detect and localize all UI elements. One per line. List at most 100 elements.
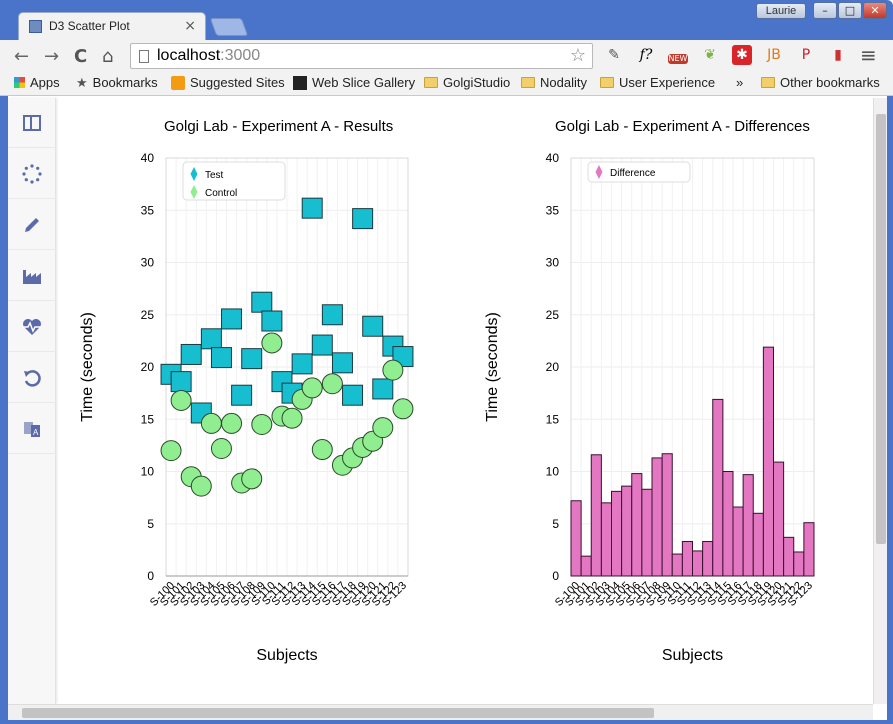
data-point-control bbox=[170, 389, 192, 411]
folder-icon bbox=[424, 77, 438, 88]
data-point-control bbox=[281, 407, 303, 429]
title-bar: D3 Scatter Plot × Laurie – □ ✕ bbox=[0, 0, 893, 40]
reload-button[interactable]: C bbox=[74, 46, 88, 67]
bar-s-108 bbox=[651, 457, 663, 577]
heartbeat-icon bbox=[23, 318, 41, 335]
legend-label-test: Test bbox=[205, 170, 224, 181]
menu-button[interactable]: ≡ bbox=[860, 43, 877, 67]
font-icon[interactable]: f? bbox=[639, 47, 653, 63]
data-point-control bbox=[382, 359, 404, 381]
legend-marker-control bbox=[190, 185, 198, 199]
data-point-control bbox=[190, 475, 212, 497]
bar-s-111 bbox=[681, 541, 693, 577]
vertical-scrollbar-thumb[interactable] bbox=[876, 114, 886, 544]
home-button[interactable]: ⌂ bbox=[102, 46, 114, 67]
data-point-test bbox=[321, 304, 343, 326]
bar-s-123 bbox=[803, 522, 815, 577]
horizontal-scrollbar-thumb[interactable] bbox=[22, 708, 654, 718]
chart-title-results: Golgi Lab - Experiment A - Results bbox=[164, 118, 394, 135]
window-frame-bottom bbox=[0, 720, 893, 724]
x-axis-title: Subjects bbox=[256, 647, 317, 664]
leaf-icon[interactable]: ❦ bbox=[704, 47, 716, 63]
bar-s-107 bbox=[641, 488, 653, 577]
y-axis-title: Time (seconds) bbox=[79, 312, 96, 422]
bookmark-nodality[interactable]: Nodality bbox=[521, 75, 587, 90]
sidebar-item-undo[interactable] bbox=[8, 353, 56, 403]
tab-close-icon[interactable]: × bbox=[184, 18, 196, 34]
browser-tab[interactable]: D3 Scatter Plot × bbox=[18, 12, 206, 40]
sidebar-item-spinner[interactable] bbox=[8, 149, 56, 199]
data-point-test bbox=[301, 197, 323, 219]
data-point-control bbox=[261, 332, 283, 354]
new-tab-button[interactable] bbox=[209, 18, 249, 36]
bookmark-apps[interactable]: Apps bbox=[14, 75, 60, 90]
data-point-test bbox=[210, 347, 232, 369]
data-point-control bbox=[241, 468, 263, 490]
minimize-button[interactable]: – bbox=[813, 2, 837, 19]
suggested-sites-icon bbox=[171, 76, 185, 90]
data-point-control bbox=[210, 438, 232, 460]
sidebar-item-layout[interactable] bbox=[8, 98, 56, 148]
apps-grid-icon bbox=[14, 77, 25, 88]
vertical-scrollbar[interactable] bbox=[873, 98, 887, 704]
star-icon: ★ bbox=[76, 75, 88, 90]
folder-icon bbox=[761, 77, 775, 88]
y-tick-label: 15 bbox=[141, 412, 155, 426]
data-point-test bbox=[352, 208, 374, 230]
sidebar-item-factory[interactable] bbox=[8, 251, 56, 301]
y-tick-label: 5 bbox=[147, 517, 154, 531]
sidebar-item-translate[interactable]: A bbox=[8, 404, 56, 454]
data-point-test bbox=[261, 310, 283, 332]
bar-s-114 bbox=[712, 398, 724, 577]
data-point-control bbox=[311, 439, 333, 461]
data-point-control bbox=[251, 413, 273, 435]
eyedropper-icon[interactable]: ✎ bbox=[608, 47, 620, 63]
bookmarks-overflow-button[interactable]: » bbox=[736, 75, 744, 90]
scatter-chart: 0510152025303540S-100S-101S-102S-103S-10… bbox=[79, 151, 414, 664]
bar-s-104 bbox=[611, 490, 623, 577]
y-tick-label: 10 bbox=[141, 465, 155, 479]
svg-text:A: A bbox=[33, 428, 39, 437]
data-point-control bbox=[372, 417, 394, 439]
close-window-button[interactable]: ✕ bbox=[863, 2, 887, 19]
horizontal-scrollbar[interactable] bbox=[8, 704, 873, 720]
y-tick-label: 40 bbox=[546, 151, 560, 165]
bar-s-103 bbox=[600, 502, 612, 577]
forward-button[interactable]: → bbox=[44, 46, 60, 67]
bookmark-red-icon[interactable]: ▮ bbox=[834, 47, 842, 63]
bookmark-bookmarks[interactable]: ★ Bookmarks bbox=[76, 75, 158, 90]
legend-marker-difference bbox=[595, 165, 603, 179]
bookmark-star-icon[interactable]: ☆ bbox=[569, 45, 586, 66]
address-bar[interactable]: localhost:3000 ☆ bbox=[130, 43, 593, 69]
chart-title-differences: Golgi Lab - Experiment A - Differences bbox=[555, 118, 810, 135]
data-point-control bbox=[321, 373, 343, 395]
y-tick-label: 35 bbox=[546, 203, 560, 217]
url-text: localhost:3000 bbox=[157, 47, 261, 64]
sidebar-item-health[interactable] bbox=[8, 302, 56, 352]
data-point-test bbox=[221, 308, 243, 330]
puzzle-icon[interactable]: ✱ bbox=[732, 45, 752, 65]
bookmark-web-slice-gallery[interactable]: Web Slice Gallery bbox=[293, 75, 415, 90]
data-point-control bbox=[392, 398, 414, 420]
bookmark-suggested-sites[interactable]: Suggested Sites bbox=[171, 75, 285, 90]
factory-icon bbox=[23, 269, 41, 284]
bookmark-user-experience[interactable]: User Experience bbox=[600, 75, 715, 90]
bookmark-golgistudio[interactable]: GolgiStudio bbox=[424, 75, 510, 90]
y-tick-label: 25 bbox=[141, 308, 155, 322]
data-point-test bbox=[331, 352, 353, 374]
pinterest-icon[interactable]: P bbox=[801, 47, 811, 63]
jb-icon[interactable]: JB bbox=[767, 47, 781, 63]
y-tick-label: 0 bbox=[552, 569, 559, 583]
window-frame-right bbox=[887, 40, 893, 724]
y-tick-label: 20 bbox=[546, 360, 560, 374]
back-button[interactable]: ← bbox=[14, 46, 30, 67]
profile-button[interactable]: Laurie bbox=[756, 3, 806, 19]
sidebar-item-edit[interactable] bbox=[8, 200, 56, 250]
spinner-icon bbox=[22, 163, 42, 184]
bookmark-other-bookmarks[interactable]: Other bookmarks bbox=[761, 75, 880, 90]
maximize-button[interactable]: □ bbox=[838, 2, 862, 19]
translate-icon: A bbox=[24, 421, 40, 437]
bar-chart: 0510152025303540S-100S-101S-102S-103S-10… bbox=[484, 151, 815, 664]
new-badge-icon[interactable]: NEW bbox=[668, 54, 688, 64]
bar-s-122 bbox=[793, 551, 805, 577]
